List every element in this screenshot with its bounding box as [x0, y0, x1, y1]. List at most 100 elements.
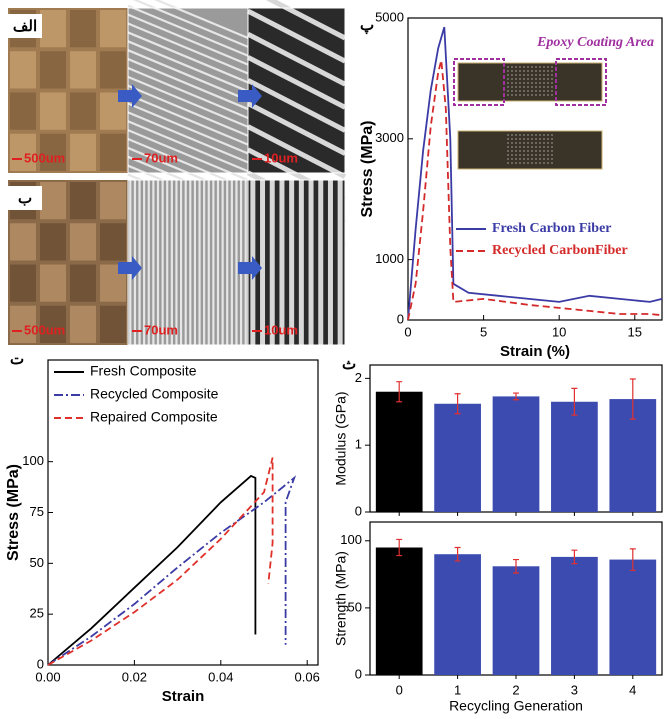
fiber: [127, 111, 249, 164]
y-tick-label: 1000: [375, 251, 404, 266]
micrograph: [127, 179, 249, 346]
series-line: [47, 474, 257, 666]
bar: [609, 559, 657, 675]
inset-photo: [457, 62, 603, 102]
weave-tile: [70, 264, 96, 302]
arrow: [118, 256, 142, 280]
plot-frame: [407, 17, 663, 321]
weave-tile: [10, 133, 36, 171]
x-tick-label: 0.02: [122, 669, 147, 684]
fiber: [127, 129, 249, 182]
y-tick-label: 100: [22, 453, 44, 468]
x-tick-label: 10: [552, 324, 566, 339]
legend-label: Repaired Composite: [90, 409, 218, 425]
bar: [492, 566, 540, 675]
error-bar: [396, 381, 403, 403]
scale-label: 10um: [264, 150, 298, 165]
fiber: [127, 13, 249, 66]
x-axis-label: Strain: [162, 688, 205, 705]
weave-tile: [40, 133, 66, 171]
fiber: [127, 22, 249, 75]
panel-label: الف: [13, 18, 37, 35]
weave-tile: [40, 51, 66, 89]
bar: [434, 403, 481, 512]
x-tick-label: 5: [480, 324, 487, 339]
fiber: [127, 84, 249, 137]
fiber: [246, 55, 347, 110]
weave-tile: [10, 264, 36, 302]
fiber: [246, 101, 347, 156]
weave-tile: [40, 10, 66, 48]
y-tick-label: 75: [30, 504, 44, 519]
coating-box: [555, 58, 607, 106]
x-tick-label: 0: [396, 682, 403, 697]
error-bar: [629, 548, 636, 571]
weave-tile: [40, 264, 66, 302]
error-bar: [571, 549, 578, 565]
x-tick-label: 15: [628, 324, 642, 339]
y-axis-label: Stress (MPa): [359, 121, 376, 218]
x-tick-label: 2: [512, 682, 519, 697]
error-bar: [396, 538, 403, 557]
scale-label: 500um: [24, 322, 65, 337]
weave-tile: [70, 223, 96, 261]
weave-tile: [100, 133, 126, 171]
y-tick-label: 1: [355, 437, 362, 452]
weave-tile: [10, 305, 36, 343]
image-bg: [128, 180, 248, 345]
fiber: [127, 40, 249, 93]
fiber: [246, 31, 347, 87]
y-tick-label: 5000: [375, 9, 404, 24]
arrow: [118, 84, 142, 108]
weave-tile: [70, 10, 96, 48]
bar: [492, 396, 540, 512]
bar: [434, 554, 481, 675]
panel-label: ب: [18, 190, 32, 207]
y-tick-label: 100: [340, 532, 362, 547]
legend-label: Fresh Composite: [90, 363, 197, 379]
weave-tile: [10, 223, 36, 261]
x-axis-label: Recycling Generation: [449, 698, 583, 714]
y-tick-label: 0: [37, 656, 44, 671]
y-tick-label: 2: [355, 370, 362, 385]
weave-tile: [70, 133, 96, 171]
y-tick-label: 50: [348, 599, 362, 614]
x-tick-label: 0.00: [35, 669, 60, 684]
weave-tile: [10, 51, 36, 89]
panel-label: پ: [360, 17, 374, 35]
weave-tile: [100, 51, 126, 89]
scale-label: 70um: [144, 150, 178, 165]
fiber: [127, 58, 249, 111]
fiber: [132, 0, 249, 48]
scale-label: 70um: [144, 322, 178, 337]
fiber: [127, 120, 249, 173]
micrograph: [246, 0, 347, 249]
error-bar: [513, 558, 519, 574]
series-line: [407, 26, 663, 321]
bar: [551, 401, 598, 512]
weave-tile: [70, 51, 96, 89]
x-tick-label: 0.06: [295, 669, 320, 684]
y-tick-label: 3000: [375, 130, 404, 145]
error-bar: [454, 546, 461, 562]
y-tick-label: 0: [355, 503, 362, 518]
weave-tile: [40, 223, 66, 261]
y-axis-label: Strength (MPa): [333, 551, 349, 646]
x-tick-label: 4: [629, 682, 636, 697]
fiber: [246, 78, 347, 133]
micrograph: [247, 179, 346, 346]
weave-tile: [40, 182, 66, 220]
y-tick-label: 0: [355, 666, 362, 681]
weave-tile: [100, 10, 126, 48]
weave-tile: [40, 92, 66, 130]
scale-label: 10um: [264, 322, 298, 337]
y-tick-label: 50: [30, 555, 44, 570]
coating-box: [453, 58, 505, 106]
legend-label: Fresh Carbon Fiber: [492, 221, 612, 236]
bar: [551, 556, 598, 675]
panel-label-bg: [8, 14, 42, 38]
bar: [375, 547, 423, 675]
weave-tile: [70, 305, 96, 343]
arrow: [238, 84, 262, 108]
